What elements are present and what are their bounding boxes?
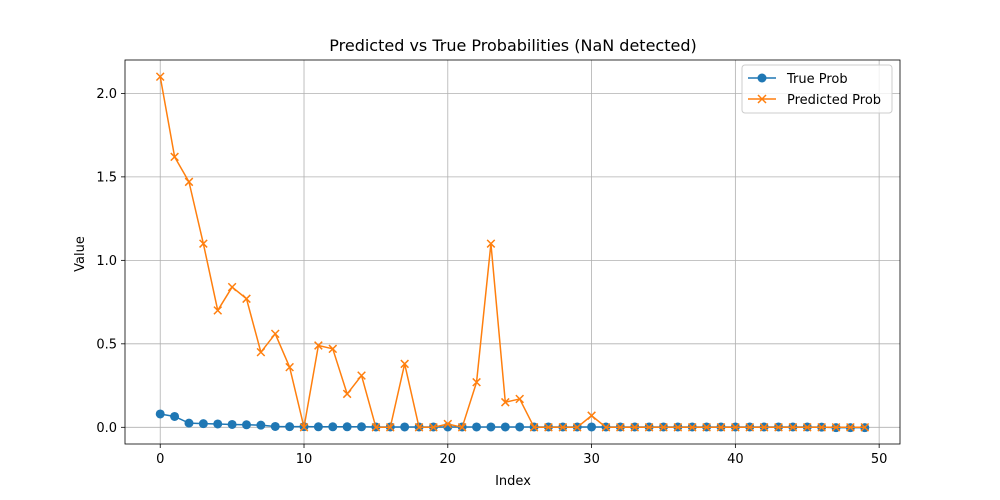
data-point — [170, 411, 180, 421]
data-point — [659, 422, 668, 432]
data-point — [673, 422, 683, 432]
data-point — [429, 422, 438, 432]
data-point — [242, 294, 251, 304]
legend-marker-true-prob — [757, 73, 767, 83]
data-point — [472, 377, 481, 387]
y-tick-label: 1.0 — [96, 254, 117, 269]
legend: True Prob Predicted Prob — [741, 64, 893, 114]
data-point — [342, 422, 352, 432]
data-point — [587, 422, 597, 432]
data-point — [500, 422, 510, 432]
data-point — [558, 422, 568, 432]
data-point — [515, 394, 525, 404]
data-point — [299, 422, 309, 432]
x-tick-label: 20 — [440, 452, 457, 467]
data-point — [745, 422, 755, 432]
x-tick-label: 0 — [156, 452, 164, 467]
y-tick-label: 2.0 — [96, 87, 117, 102]
data-point — [313, 422, 323, 432]
data-point — [716, 422, 726, 432]
data-point — [357, 371, 366, 380]
grid — [125, 60, 900, 444]
legend-marker-predicted-prob — [757, 94, 767, 104]
data-point — [213, 419, 223, 429]
data-point — [241, 420, 251, 430]
data-point — [270, 329, 280, 339]
data-point — [860, 422, 870, 432]
data-point — [227, 419, 237, 429]
data-point — [759, 422, 769, 432]
data-point — [457, 422, 467, 432]
data-point — [515, 422, 525, 432]
legend-label-true-prob: True Prob — [786, 72, 848, 87]
data-point — [544, 422, 553, 432]
data-point — [155, 409, 165, 419]
data-point — [414, 422, 424, 432]
data-point — [702, 422, 711, 432]
plot-series — [155, 72, 870, 433]
data-point — [831, 422, 841, 432]
data-point — [687, 422, 697, 432]
data-point — [500, 397, 510, 407]
y-tick-label: 0.0 — [96, 421, 117, 436]
y-tick-label: 0.5 — [96, 337, 117, 352]
x-tick-label: 30 — [583, 452, 600, 467]
data-point — [285, 422, 295, 432]
x-tick-label: 10 — [296, 452, 313, 467]
data-point — [400, 359, 409, 369]
data-point — [357, 422, 367, 432]
series-line-predicted-prob — [159, 76, 865, 429]
data-point — [213, 306, 223, 315]
series-predicted-prob — [155, 72, 870, 432]
data-point — [587, 411, 596, 420]
data-point — [630, 422, 640, 432]
legend-frame — [741, 64, 893, 114]
y-axis-label: Value — [73, 236, 88, 272]
x-tick-label: 50 — [871, 452, 888, 467]
data-point — [486, 239, 496, 248]
series-line-true-prob — [160, 413, 865, 429]
data-point — [817, 422, 826, 432]
chart-title: Predicted vs True Probabilities (NaN det… — [329, 36, 696, 55]
data-point — [802, 422, 812, 432]
data-point — [371, 422, 381, 432]
data-point — [256, 347, 266, 357]
data-point — [270, 421, 280, 431]
data-point — [846, 422, 855, 432]
data-point — [256, 420, 266, 430]
data-point — [199, 239, 208, 248]
data-point — [529, 422, 539, 432]
data-point — [788, 422, 798, 432]
data-point — [328, 422, 338, 432]
data-point — [227, 282, 237, 292]
data-point — [198, 419, 208, 429]
data-point — [155, 72, 165, 82]
data-point — [170, 152, 179, 162]
data-point — [314, 341, 323, 350]
legend-label-predicted-prob: Predicted Prob — [787, 93, 881, 108]
data-point — [616, 422, 625, 432]
data-point — [731, 422, 740, 432]
data-point — [472, 422, 482, 432]
data-point — [644, 422, 654, 432]
data-point — [184, 177, 194, 187]
data-point — [285, 362, 294, 372]
axes: 0 10 20 30 40 50 0.0 0.5 1.0 1.5 2.0 — [96, 59, 901, 467]
data-point — [342, 389, 352, 399]
data-point — [184, 418, 194, 428]
data-point — [601, 422, 611, 432]
data-point — [486, 422, 496, 432]
data-point — [774, 422, 783, 432]
data-point — [385, 422, 395, 432]
x-axis-label: Index — [495, 474, 531, 489]
data-point — [572, 422, 582, 432]
data-point — [443, 419, 453, 429]
x-tick-label: 40 — [727, 452, 744, 467]
y-tick-label: 1.5 — [96, 170, 117, 185]
data-point — [400, 422, 410, 432]
data-point — [328, 344, 338, 354]
plot-frame — [124, 59, 901, 445]
